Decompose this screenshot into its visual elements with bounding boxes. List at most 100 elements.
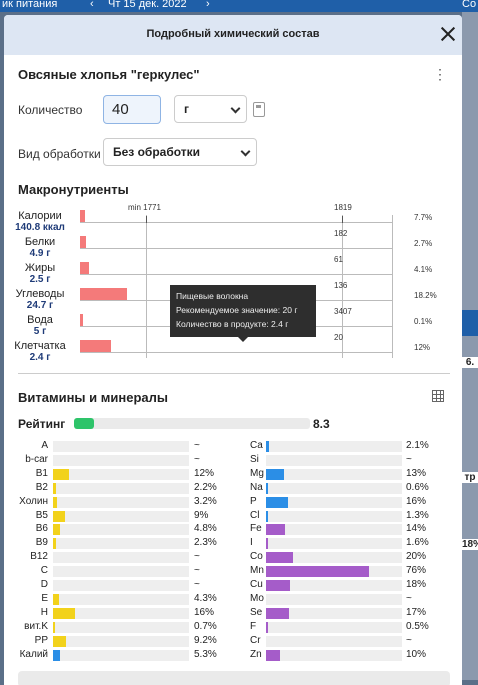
nutrient-bar-fill — [53, 524, 60, 536]
macro-track-line — [80, 222, 392, 223]
nutrient-bar-fill — [266, 552, 294, 564]
background-header-right: Со — [462, 0, 477, 10]
nutrient-bar[interactable] — [53, 524, 189, 536]
nutrient-percent: 20% — [406, 551, 427, 563]
chevron-down-icon — [240, 146, 251, 157]
nutrient-name: вит.K — [24, 620, 48, 632]
background-chip-3: 18% — [462, 539, 478, 550]
nutrient-bar[interactable] — [266, 496, 402, 508]
nutrient-bar[interactable] — [53, 635, 189, 647]
nutrient-bar-fill — [53, 468, 70, 480]
rating-value: 8.3 — [313, 417, 330, 431]
nutrient-bar[interactable] — [266, 454, 402, 466]
quantity-input[interactable]: 40 — [103, 95, 161, 124]
macro-min-tick — [146, 216, 147, 223]
macro-percent: 12% — [414, 343, 431, 352]
nutrient-percent: 13% — [406, 467, 427, 479]
nutrient-percent: 18% — [406, 579, 427, 590]
nutrient-percent: 5.3% — [194, 648, 217, 660]
background-chip-2: тр — [462, 472, 478, 483]
next-day-icon[interactable]: › — [206, 0, 210, 10]
nutrient-bar[interactable] — [53, 454, 189, 466]
processing-label: Вид обработки — [18, 147, 101, 161]
macro-bar[interactable] — [80, 288, 127, 300]
nutrient-name: Ca — [250, 440, 263, 451]
macro-row-label: Вода 5 г — [8, 315, 72, 338]
divider — [18, 373, 450, 374]
end-guide-line — [392, 215, 393, 358]
nutrient-bar[interactable] — [266, 538, 402, 550]
background-date[interactable]: Чт 15 дек. 2022 — [108, 0, 187, 10]
nutrient-bar-fill — [53, 607, 75, 619]
nutrient-bar[interactable] — [266, 607, 402, 619]
nutrient-percent: 3.2% — [194, 495, 217, 507]
nutrient-bar[interactable] — [53, 566, 189, 578]
macro-row-label: Клетчатка 2.4 г — [8, 341, 72, 364]
calculator-icon[interactable] — [253, 102, 265, 117]
macro-name: Калории — [18, 210, 62, 222]
nutrient-percent: ~ — [194, 565, 200, 577]
nutrient-percent: ~ — [194, 551, 200, 563]
nutrient-name: Холин — [19, 495, 48, 507]
nutrient-bar-fill — [53, 538, 57, 550]
nutrient-name: B12 — [30, 551, 48, 563]
footer-bar — [18, 671, 450, 685]
nutrient-bar[interactable] — [53, 538, 189, 550]
macro-track-line — [80, 248, 392, 249]
nutrient-bar[interactable] — [266, 468, 402, 480]
table-view-icon[interactable] — [432, 390, 444, 402]
more-menu-icon[interactable]: ⋮ — [433, 66, 447, 82]
nutrient-bar[interactable] — [53, 482, 189, 494]
nutrient-name: Mo — [250, 592, 264, 604]
modal-header: Подробный химический состав — [4, 15, 462, 55]
nutrient-name: Калий — [19, 648, 48, 660]
macro-bar[interactable] — [80, 210, 86, 222]
nutrient-bar[interactable] — [53, 552, 189, 564]
nutrient-name: D — [40, 579, 48, 590]
nutrient-bar[interactable] — [53, 441, 189, 452]
nutrient-bar[interactable] — [266, 566, 402, 578]
nutrient-percent: ~ — [194, 579, 200, 590]
nutrient-bar[interactable] — [266, 510, 402, 522]
nutrient-bar[interactable] — [53, 649, 189, 661]
nutrient-percent: 2.3% — [194, 537, 217, 549]
macro-percent: 2.7% — [414, 239, 433, 248]
reference-guide-line — [342, 215, 343, 358]
nutrient-bar[interactable] — [53, 607, 189, 619]
close-icon[interactable] — [438, 24, 458, 44]
nutrient-name: B6 — [35, 523, 48, 535]
nutrient-bar[interactable] — [53, 468, 189, 480]
nutrient-percent: 0.5% — [406, 620, 429, 632]
nutrient-bar[interactable] — [266, 593, 402, 605]
chevron-down-icon — [230, 103, 241, 114]
nutrient-bar[interactable] — [53, 496, 189, 508]
macro-bar[interactable] — [80, 262, 90, 274]
nutrient-name: C — [40, 565, 48, 577]
macro-bar[interactable] — [80, 340, 112, 352]
nutrient-name: E — [41, 592, 48, 604]
unit-select[interactable]: г — [174, 95, 247, 123]
nutrient-bar[interactable] — [53, 510, 189, 522]
background-right-panel: 6. тр 18% — [462, 12, 478, 680]
nutrient-bar[interactable] — [53, 593, 189, 605]
prev-day-icon[interactable]: ‹ — [90, 0, 94, 10]
macro-bar[interactable] — [80, 236, 87, 248]
nutrient-name: Na — [250, 481, 263, 493]
nutrient-bar-fill — [266, 607, 290, 619]
macro-percent: 4.1% — [414, 265, 433, 274]
nutrient-bar[interactable] — [266, 482, 402, 494]
nutrient-bar[interactable] — [266, 580, 402, 591]
nutrient-name: b-car — [25, 453, 48, 465]
macro-bar[interactable] — [80, 314, 83, 326]
nutrient-name: Si — [250, 453, 259, 465]
nutrient-bar[interactable] — [266, 635, 402, 647]
nutrient-bar[interactable] — [266, 552, 402, 564]
nutrient-bar[interactable] — [53, 621, 189, 633]
nutrient-bar[interactable] — [266, 524, 402, 536]
nutrient-bar[interactable] — [266, 621, 402, 633]
processing-select[interactable]: Без обработки — [103, 138, 257, 166]
nutrient-bar-fill — [53, 496, 58, 508]
nutrient-bar[interactable] — [53, 580, 189, 591]
nutrient-bar[interactable] — [266, 441, 402, 452]
nutrient-bar[interactable] — [266, 649, 402, 661]
